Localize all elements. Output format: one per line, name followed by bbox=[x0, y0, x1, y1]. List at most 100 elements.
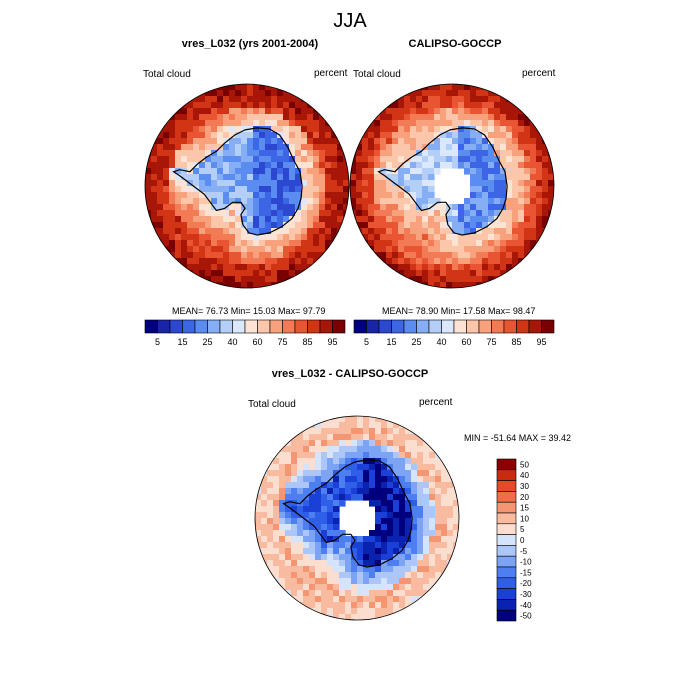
colorbar-tick-label: 25 bbox=[202, 337, 212, 347]
colorbar-box bbox=[207, 319, 221, 334]
colorbar-tick-label: 10 bbox=[520, 514, 529, 523]
colorbar-tick-label: -40 bbox=[520, 601, 532, 610]
colorbar-box bbox=[496, 458, 517, 471]
colorbar-box bbox=[496, 545, 517, 557]
colorbar-box bbox=[496, 469, 517, 481]
colorbar-1: 5 15 25 40 60 75 85 95 bbox=[144, 319, 346, 347]
colorbar-box bbox=[496, 491, 517, 503]
colorbar-tick-label: 15 bbox=[386, 337, 396, 347]
colorbar-box bbox=[294, 319, 308, 334]
colorbar-box bbox=[453, 319, 467, 334]
panel3-title: vres_L032 - CALIPSO-GOCCP bbox=[271, 368, 429, 380]
colorbar-box bbox=[391, 319, 405, 334]
map-border bbox=[144, 83, 350, 289]
colorbar-tick-label: 25 bbox=[411, 337, 421, 347]
panel1-title: vres_L032 (yrs 2001-2004) bbox=[181, 38, 319, 50]
colorbar-box bbox=[366, 319, 380, 334]
colorbar-box bbox=[157, 319, 171, 334]
colorbar-box bbox=[219, 319, 233, 334]
colorbar-tick-label: -10 bbox=[520, 558, 532, 567]
colorbar-box bbox=[244, 319, 258, 334]
colorbar-box bbox=[496, 512, 517, 525]
colorbar-box bbox=[496, 566, 517, 579]
colorbar-box bbox=[528, 319, 542, 334]
colorbar-tick-label: 60 bbox=[461, 337, 471, 347]
colorbar-box bbox=[194, 319, 208, 334]
colorbar-box bbox=[403, 319, 417, 334]
colorbar-box bbox=[516, 319, 530, 334]
colorbar-box bbox=[496, 609, 517, 622]
colorbar-2: 5 15 25 40 60 75 85 95 bbox=[353, 319, 555, 347]
colorbar-tick-label: 85 bbox=[302, 337, 312, 347]
colorbar-box bbox=[378, 319, 392, 334]
panel1-stats: MEAN= 76.73 Min= 15.03 Max= 97.79 bbox=[172, 306, 326, 316]
colorbar-tick-label: 60 bbox=[252, 337, 262, 347]
colorbar-box bbox=[319, 319, 333, 334]
panel3-left-label: Total cloud bbox=[248, 399, 296, 410]
colorbar-tick-label: -15 bbox=[520, 568, 532, 577]
colorbar-tick-label: 40 bbox=[227, 337, 237, 347]
colorbar-tick-label: 20 bbox=[520, 493, 529, 502]
panel1-right-label: percent bbox=[314, 68, 348, 79]
colorbar-box bbox=[496, 501, 517, 514]
colorbar-box bbox=[353, 319, 367, 334]
colorbar-box bbox=[496, 555, 517, 568]
colorbar-box bbox=[307, 319, 321, 334]
colorbar-box bbox=[496, 588, 517, 600]
colorbar-tick-label: 40 bbox=[436, 337, 446, 347]
colorbar-tick-label: 95 bbox=[327, 337, 337, 347]
colorbar-tick-label: 15 bbox=[520, 504, 529, 513]
colorbar-tick-label: 40 bbox=[520, 471, 529, 480]
colorbar-box bbox=[182, 319, 196, 334]
map-border bbox=[254, 415, 460, 621]
map-field bbox=[145, 84, 349, 288]
colorbar-tick-label: 5 bbox=[155, 337, 160, 347]
colorbar-box bbox=[496, 534, 517, 546]
colorbar-box bbox=[496, 599, 517, 611]
colorbar-box bbox=[496, 480, 517, 492]
colorbar-box bbox=[478, 319, 492, 334]
panel2-stats: MEAN= 78.90 Min= 17.58 Max= 98.47 bbox=[382, 306, 536, 316]
colorbar-tick-label: 85 bbox=[511, 337, 521, 347]
panel2-left-label: Total cloud bbox=[353, 69, 401, 80]
panel2-right-label: percent bbox=[522, 68, 556, 79]
colorbar-box bbox=[491, 319, 505, 334]
map-panel-2 bbox=[349, 83, 555, 289]
colorbar-tick-label: -20 bbox=[520, 579, 532, 588]
colorbar-box bbox=[428, 319, 442, 334]
antarctica-coastline bbox=[377, 127, 508, 236]
colorbar-tick-label: 5 bbox=[364, 337, 369, 347]
page-title: JJA bbox=[333, 10, 367, 32]
antarctica-coastline bbox=[172, 127, 303, 236]
colorbar-box bbox=[496, 577, 517, 589]
colorbar-tick-label: 75 bbox=[277, 337, 287, 347]
colorbar-box bbox=[169, 319, 183, 334]
colorbar-box bbox=[541, 319, 555, 334]
map-panel-3 bbox=[254, 415, 460, 621]
colorbar-box bbox=[232, 319, 246, 334]
map-panel-1 bbox=[144, 83, 350, 289]
colorbar-box bbox=[503, 319, 517, 334]
colorbar-tick-label: 30 bbox=[520, 482, 529, 491]
colorbar-box bbox=[144, 319, 158, 334]
panel1-left-label: Total cloud bbox=[143, 69, 191, 80]
colorbar-box bbox=[269, 319, 283, 334]
colorbar-tick-label: 75 bbox=[486, 337, 496, 347]
colorbar-box bbox=[257, 319, 271, 334]
colorbar-box bbox=[416, 319, 430, 334]
colorbar-tick-label: 5 bbox=[520, 525, 525, 534]
antarctica-coastline bbox=[282, 459, 413, 568]
colorbar-tick-label: 0 bbox=[520, 536, 525, 545]
panel2-title: CALIPSO-GOCCP bbox=[408, 38, 502, 50]
panel3-right-label: percent bbox=[419, 397, 453, 408]
colorbar-box bbox=[496, 523, 517, 535]
colorbar-tick-label: -50 bbox=[520, 612, 532, 621]
colorbar-box bbox=[282, 319, 296, 334]
colorbar-box bbox=[441, 319, 455, 334]
colorbar-box bbox=[466, 319, 480, 334]
colorbar-tick-label: 50 bbox=[520, 460, 529, 469]
colorbar-tick-label: -5 bbox=[520, 547, 528, 556]
colorbar-tick-label: 15 bbox=[177, 337, 187, 347]
